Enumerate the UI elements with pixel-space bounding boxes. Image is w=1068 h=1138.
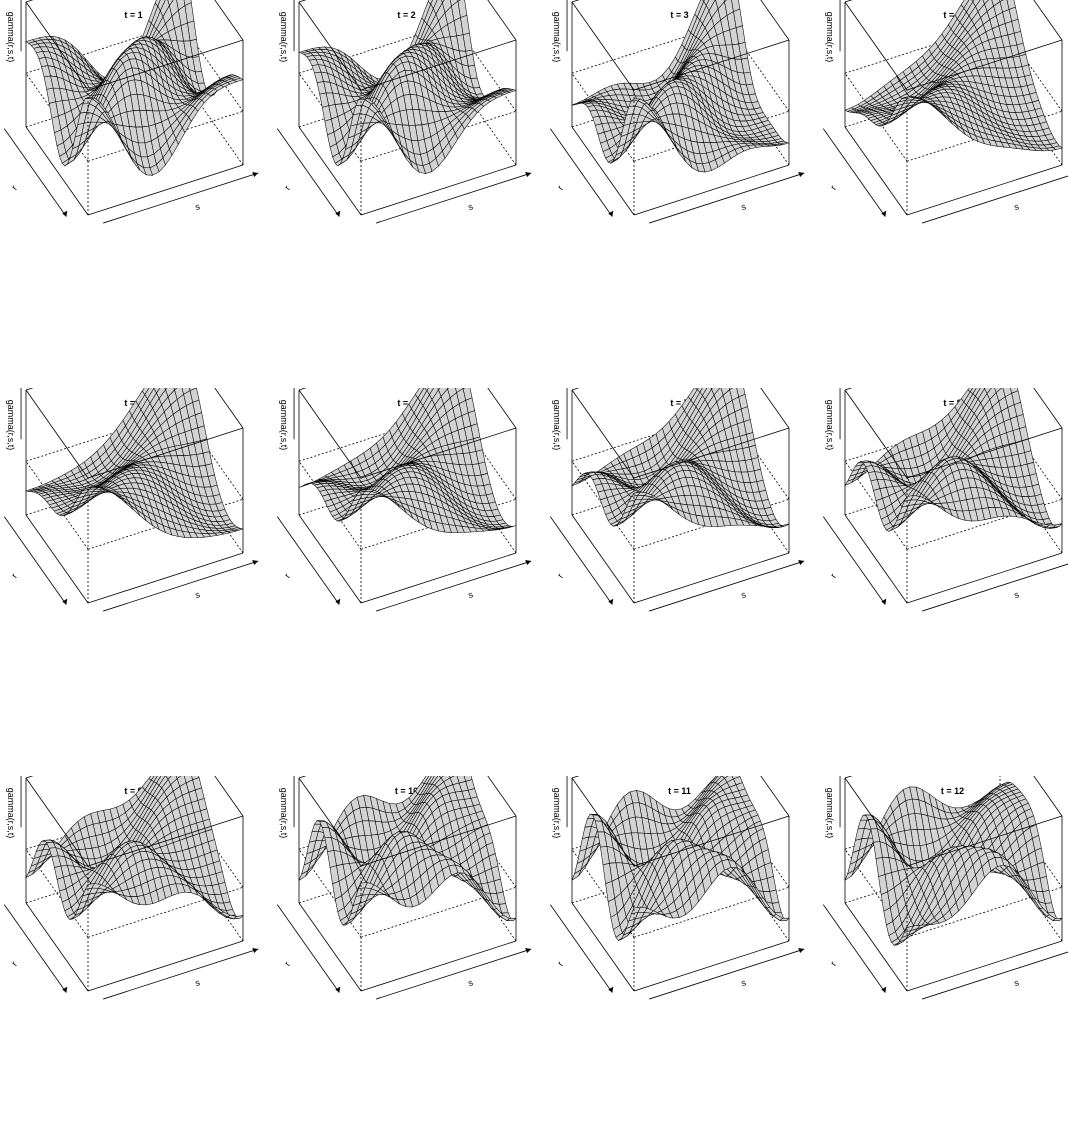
surface-mesh bbox=[845, 0, 1062, 151]
surface-plot-svg: s r gamma(r,s,t) bbox=[546, 388, 813, 750]
box-edge-left-bottom bbox=[845, 127, 907, 215]
s-axis-arrow bbox=[922, 561, 1068, 611]
r-axis-label: r bbox=[828, 572, 838, 580]
s-axis-label: s bbox=[740, 201, 748, 212]
r-axis-arrow bbox=[277, 517, 339, 605]
s-axis-arrow bbox=[103, 561, 258, 611]
r-axis-label: r bbox=[9, 184, 19, 192]
surface-plot-svg: s r gamma(r,s,t) bbox=[0, 388, 267, 750]
surface-mesh bbox=[26, 776, 243, 920]
z-axis-label: gamma(r,s,t) bbox=[825, 12, 835, 63]
surface-mesh bbox=[845, 388, 1062, 531]
box-edge-front-bottom bbox=[907, 553, 1062, 603]
box-edge-front-bottom bbox=[88, 165, 243, 215]
surface-plot-svg: s r gamma(r,s,t) bbox=[819, 388, 1068, 750]
s-axis-arrow bbox=[376, 173, 531, 223]
r-axis-label: r bbox=[9, 572, 19, 580]
s-axis-arrow bbox=[649, 561, 804, 611]
r-axis-arrow bbox=[823, 517, 885, 605]
box-edge-front-bottom bbox=[907, 165, 1062, 215]
box-edge-top-left bbox=[845, 2, 907, 90]
r-axis-label: r bbox=[555, 184, 565, 192]
surface-mesh bbox=[572, 0, 789, 172]
surface-plot-svg: s r gamma(r,s,t) bbox=[819, 0, 1068, 362]
surface-mesh bbox=[299, 388, 516, 533]
r-axis-label: r bbox=[282, 572, 292, 580]
r-axis-label: r bbox=[555, 572, 565, 580]
surface-plot-svg: s r gamma(r,s,t) bbox=[546, 0, 813, 362]
surface-mesh bbox=[299, 0, 516, 174]
r-axis-arrow bbox=[550, 517, 612, 605]
z-axis-label: gamma(r,s,t) bbox=[552, 12, 562, 63]
s-axis-label: s bbox=[467, 201, 475, 212]
s-axis-arrow bbox=[103, 173, 258, 223]
box-edge-top-left bbox=[572, 2, 634, 90]
surface-plot-svg: s r gamma(r,s,t) bbox=[273, 0, 540, 362]
s-axis-label: s bbox=[1013, 589, 1021, 600]
box-edge-front-bottom bbox=[634, 553, 789, 603]
z-axis-label: gamma(r,s,t) bbox=[825, 400, 835, 451]
box-edge-top-left bbox=[299, 390, 361, 478]
r-axis-label: r bbox=[828, 184, 838, 192]
box-edge-left-bottom bbox=[299, 515, 361, 603]
z-axis-label: gamma(r,s,t) bbox=[6, 400, 16, 451]
box-edge-front-bottom bbox=[361, 165, 516, 215]
r-axis-arrow bbox=[4, 517, 66, 605]
s-axis-label: s bbox=[194, 589, 202, 600]
s-axis-label: s bbox=[467, 589, 475, 600]
surface-facet bbox=[85, 98, 94, 99]
s-axis-label: s bbox=[1013, 201, 1021, 212]
surface-plot-svg: s r gamma(r,s,t) bbox=[273, 388, 540, 750]
surface-plot-svg: s r gamma(r,s,t) bbox=[0, 0, 267, 362]
box-edge-top-left bbox=[26, 390, 88, 478]
surface-mesh bbox=[572, 388, 789, 528]
box-edge-front-bottom bbox=[361, 553, 516, 603]
z-axis-label: gamma(r,s,t) bbox=[279, 12, 289, 63]
box-edge-left-bottom bbox=[572, 515, 634, 603]
box-edge-front-bottom bbox=[88, 553, 243, 603]
box-edge-front-bottom bbox=[634, 165, 789, 215]
s-axis-arrow bbox=[376, 561, 531, 611]
z-axis-label: gamma(r,s,t) bbox=[279, 400, 289, 451]
s-axis-arrow bbox=[922, 173, 1068, 223]
r-axis-label: r bbox=[282, 184, 292, 192]
s-axis-label: s bbox=[194, 201, 202, 212]
s-axis-arrow bbox=[649, 173, 804, 223]
box-edge-left-bottom bbox=[845, 515, 907, 603]
s-axis-label: s bbox=[740, 589, 748, 600]
z-axis-label: gamma(r,s,t) bbox=[552, 400, 562, 451]
box-edge-left-bottom bbox=[26, 515, 88, 603]
box-edge-top-left bbox=[572, 390, 634, 478]
surface-mesh bbox=[26, 0, 243, 175]
r-axis-arrow bbox=[823, 129, 885, 217]
z-axis-label: gamma(r,s,t) bbox=[6, 12, 16, 63]
